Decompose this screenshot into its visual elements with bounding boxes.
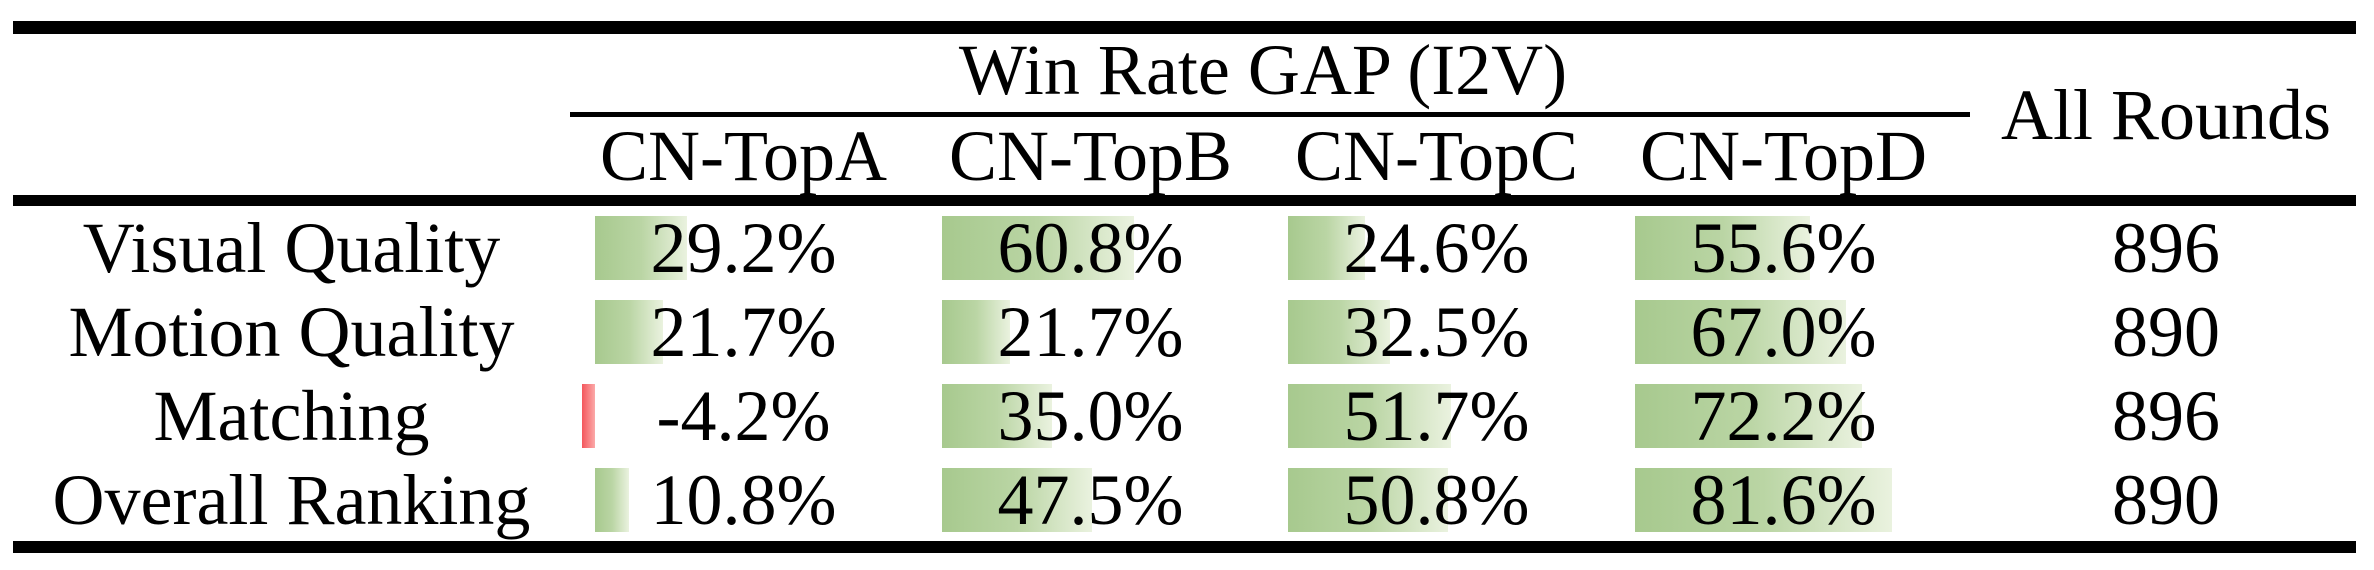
cell-visual-quality-all-rounds: 896 [2112, 208, 2220, 288]
cell-value: 55.6% [1690, 208, 1877, 288]
data-bar [595, 468, 630, 532]
cell-value: 51.7% [1343, 376, 1530, 456]
cell-value: 10.8% [650, 460, 837, 540]
cell-overall-ranking-all-rounds: 890 [2112, 460, 2220, 540]
row-label-matching: Matching [153, 376, 430, 456]
data-bar [942, 384, 1053, 448]
data-bar [942, 468, 1092, 532]
cell-value: 35.0% [997, 376, 1184, 456]
cell-motion-quality-cn-topa: 21.7% [570, 290, 917, 374]
cell-value: 47.5% [997, 460, 1184, 540]
cell-value: 67.0% [1690, 292, 1877, 372]
cell-value: 24.6% [1343, 208, 1530, 288]
column-header-cn-topc: CN-TopC [1295, 116, 1578, 196]
row-label-visual-quality: Visual Quality [82, 208, 501, 288]
column-header-all-rounds: All Rounds [2000, 74, 2332, 155]
table-row: Overall Ranking 10.8% 47.5% 50.8% 81.6% … [0, 458, 2374, 542]
column-header-cn-topd: CN-TopD [1640, 116, 1927, 196]
cell-motion-quality-cn-topb: 21.7% [917, 290, 1264, 374]
row-label-motion-quality: Motion Quality [68, 292, 515, 372]
cell-value: -4.2% [656, 376, 831, 456]
column-header-cn-topa: CN-TopA [600, 116, 887, 196]
cell-value: 21.7% [650, 292, 837, 372]
cell-matching-cn-topb: 35.0% [917, 374, 1264, 458]
cell-value: 32.5% [1343, 292, 1530, 372]
table-top-rule [13, 21, 2356, 34]
cell-value: 81.6% [1690, 460, 1877, 540]
cell-motion-quality-cn-topd: 67.0% [1610, 290, 1957, 374]
data-bar [595, 216, 687, 280]
cell-value: 72.2% [1690, 376, 1877, 456]
table-mid-rule [13, 195, 2356, 206]
cell-visual-quality-cn-topa: 29.2% [570, 206, 917, 290]
data-bar [1635, 384, 1863, 448]
table-row: Visual Quality 29.2% 60.8% 24.6% 55.6% 8… [0, 206, 2374, 290]
table-row: Motion Quality 21.7% 21.7% 32.5% 67.0% 8… [0, 290, 2374, 374]
cell-matching-cn-topa: -4.2% [570, 374, 917, 458]
cell-visual-quality-cn-topc: 24.6% [1263, 206, 1610, 290]
cell-value: 60.8% [997, 208, 1184, 288]
cell-visual-quality-cn-topd: 55.6% [1610, 206, 1957, 290]
data-bar [581, 384, 595, 448]
data-bar [1288, 300, 1391, 364]
cell-matching-all-rounds: 896 [2112, 376, 2220, 456]
cell-matching-cn-topd: 72.2% [1610, 374, 1957, 458]
data-bar [1288, 384, 1451, 448]
cell-overall-ranking-cn-topa: 10.8% [570, 458, 917, 542]
spanning-header-win-rate-gap: Win Rate GAP (I2V) [958, 30, 1568, 110]
cell-value: 50.8% [1343, 460, 1530, 540]
cell-value: 29.2% [650, 208, 837, 288]
cell-visual-quality-cn-topb: 60.8% [917, 206, 1264, 290]
table-row: Matching -4.2% 35.0% 51.7% 72.2% 896 [0, 374, 2374, 458]
table-bottom-rule [13, 541, 2356, 553]
cell-matching-cn-topc: 51.7% [1263, 374, 1610, 458]
data-bar [1635, 468, 1893, 532]
cell-motion-quality-all-rounds: 890 [2112, 292, 2220, 372]
cell-overall-ranking-cn-topc: 50.8% [1263, 458, 1610, 542]
cell-overall-ranking-cn-topb: 47.5% [917, 458, 1264, 542]
data-bar [942, 216, 1134, 280]
data-bar [1288, 468, 1449, 532]
header-cmidrule [570, 112, 1970, 117]
data-bar [1288, 216, 1366, 280]
cell-overall-ranking-cn-topd: 81.6% [1610, 458, 1957, 542]
data-bar [1635, 216, 1811, 280]
data-bar [1635, 300, 1847, 364]
column-header-cn-topb: CN-TopB [949, 116, 1232, 196]
data-bar [942, 300, 1011, 364]
cell-motion-quality-cn-topc: 32.5% [1263, 290, 1610, 374]
data-bar [595, 300, 664, 364]
row-label-overall-ranking: Overall Ranking [52, 460, 531, 540]
cell-value: 21.7% [997, 292, 1184, 372]
